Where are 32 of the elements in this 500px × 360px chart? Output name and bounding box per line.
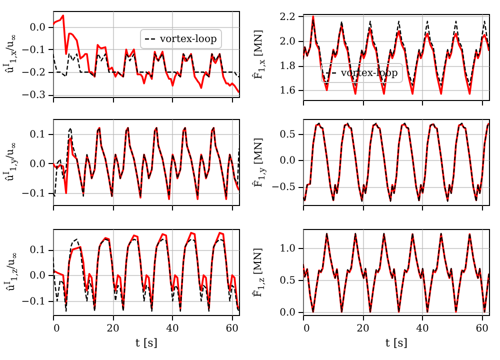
legend-label: vortex-loop <box>159 34 217 45</box>
y-tick-label: 0.5 <box>280 129 296 140</box>
x-tick-label: 60 <box>226 324 238 334</box>
x-tick-label: 40 <box>166 324 179 334</box>
x-tick-label: 20 <box>356 324 370 334</box>
line-series <box>53 14 239 94</box>
y-tick-label: 0.0 <box>280 156 296 167</box>
y-tick-label: 1.0 <box>280 244 296 255</box>
y-tick-label: 2.2 <box>280 12 296 23</box>
y-tick-label: −0.1 <box>21 188 46 200</box>
y-tick-label: 0.0 <box>30 158 46 170</box>
x-tick-label: 0 <box>54 324 60 334</box>
x-tick-label: 60 <box>476 324 488 334</box>
y-tick-label: 0.0 <box>30 270 46 282</box>
y-tick-label: −0.1 <box>21 44 46 56</box>
y-tick-label: 1.8 <box>280 61 296 72</box>
y-tick-label: 0.0 <box>280 307 296 318</box>
y-tick-label: 0.5 <box>280 275 296 286</box>
y-tick-label: 2.0 <box>280 36 296 48</box>
x-tick-label: 40 <box>416 324 429 334</box>
y-tick-label: −0.2 <box>21 68 46 79</box>
x-tick-label: 20 <box>106 324 120 334</box>
x-tick-label: 0 <box>304 324 310 334</box>
y-tick-label: −0.1 <box>21 296 46 308</box>
x-axis-title: t [s] <box>135 336 158 350</box>
y-tick-label: 1.6 <box>280 86 296 97</box>
y-tick-label: 0.0 <box>30 22 46 34</box>
y-tick-label: −0.5 <box>271 182 296 194</box>
y-tick-label: 0.1 <box>30 129 46 140</box>
y-tick-label: −0.3 <box>21 90 46 102</box>
y-tick-label: 0.1 <box>30 245 46 256</box>
x-axis-title: t [s] <box>385 336 408 350</box>
